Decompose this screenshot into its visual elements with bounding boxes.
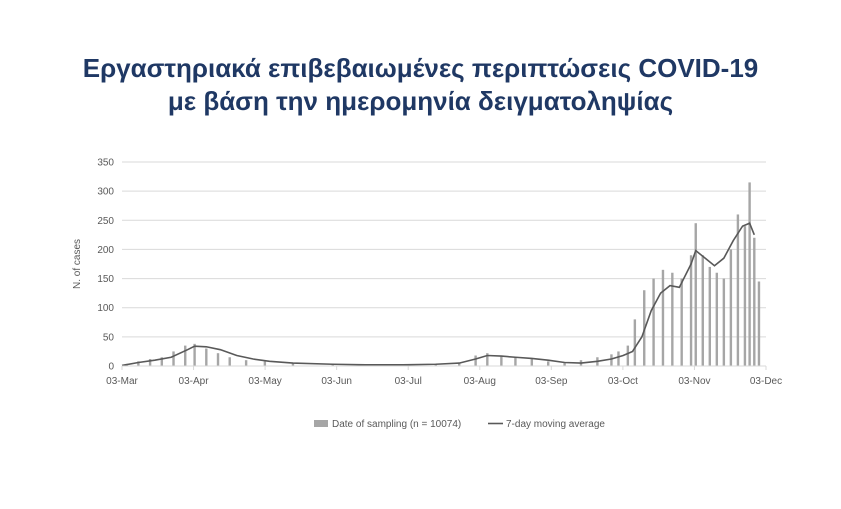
bar <box>715 272 719 366</box>
bar <box>661 269 665 366</box>
chart-title-line2: με βάση την ημερομηνία δειγματοληψίας <box>167 86 674 116</box>
bar <box>689 255 693 366</box>
bar <box>547 361 550 366</box>
y-tick-label: 350 <box>97 158 114 169</box>
bar <box>184 345 187 366</box>
bar <box>216 353 220 366</box>
x-tick-label: 03-Apr <box>179 376 210 387</box>
bar <box>500 355 503 366</box>
bar <box>736 214 740 366</box>
x-tick-label: 03-Oct <box>608 376 638 387</box>
x-tick-labels: 03-Mar 03-Apr 03-May 03-Jun 03-Jul 03-Aug 03-S… <box>106 366 782 387</box>
bar <box>617 351 620 366</box>
bar <box>125 364 128 366</box>
bar <box>263 361 267 366</box>
bar <box>701 255 704 366</box>
bar <box>228 357 231 366</box>
bar <box>137 361 140 366</box>
y-tick-label: 300 <box>97 187 114 198</box>
y-tick-label: 0 <box>108 362 114 373</box>
x-tick-label: 03-Dec <box>750 376 782 387</box>
bar <box>172 351 175 366</box>
bar <box>474 355 477 366</box>
bar <box>193 343 196 366</box>
gridlines <box>122 161 766 338</box>
bar <box>694 223 697 366</box>
x-tick-label: 03-Sep <box>535 376 568 387</box>
bar <box>753 237 756 366</box>
bar <box>757 281 761 366</box>
y-tick-label: 200 <box>97 245 114 256</box>
bar <box>160 357 164 366</box>
bar <box>148 359 152 366</box>
bar <box>530 359 534 366</box>
bar <box>626 345 630 366</box>
x-tick-label: 03-Jul <box>395 376 422 387</box>
bar <box>708 266 711 366</box>
bar <box>729 249 733 366</box>
bar <box>680 278 683 366</box>
bar <box>291 363 295 366</box>
y-tick-label: 50 <box>103 332 115 343</box>
bar <box>486 353 489 366</box>
x-tick-label: 03-Nov <box>678 376 710 387</box>
x-tick-label: 03-Aug <box>464 376 496 387</box>
bar <box>633 319 637 366</box>
bar <box>610 354 613 366</box>
daily-bars <box>125 182 761 366</box>
bar <box>652 278 655 366</box>
bar <box>563 363 566 366</box>
chart-title: Εργαστηριακά επιβεβαιωμένες περιπτώσεις … <box>0 52 841 118</box>
y-tick-labels: 0 50 100 150 200 250 300 350 <box>97 158 114 373</box>
x-tick-label: 03-Jun <box>321 376 352 387</box>
legend: Date of sampling (n = 10074) 7-day movin… <box>314 419 605 430</box>
y-tick-label: 100 <box>97 303 114 314</box>
bar <box>244 360 248 366</box>
bar <box>331 364 334 366</box>
chart-title-line1: Εργαστηριακά επιβεβαιωμένες περιπτώσεις … <box>82 53 759 83</box>
moving-average-line <box>121 222 756 367</box>
bar <box>205 348 208 366</box>
bar <box>671 272 674 366</box>
y-tick-label: 150 <box>97 274 114 285</box>
legend-bar-label: Date of sampling (n = 10074) <box>332 419 461 430</box>
legend-bar-swatch <box>314 420 328 427</box>
bar <box>458 362 461 366</box>
x-tick-label: 03-Mar <box>106 376 138 387</box>
bar <box>743 226 747 366</box>
x-tick-label: 03-May <box>248 376 281 387</box>
y-axis-title: N. of cases <box>72 239 83 289</box>
bar <box>722 278 726 366</box>
legend-line-label: 7-day moving average <box>506 419 605 430</box>
bar <box>748 182 751 366</box>
y-tick-label: 250 <box>97 216 114 227</box>
bar <box>514 357 517 366</box>
